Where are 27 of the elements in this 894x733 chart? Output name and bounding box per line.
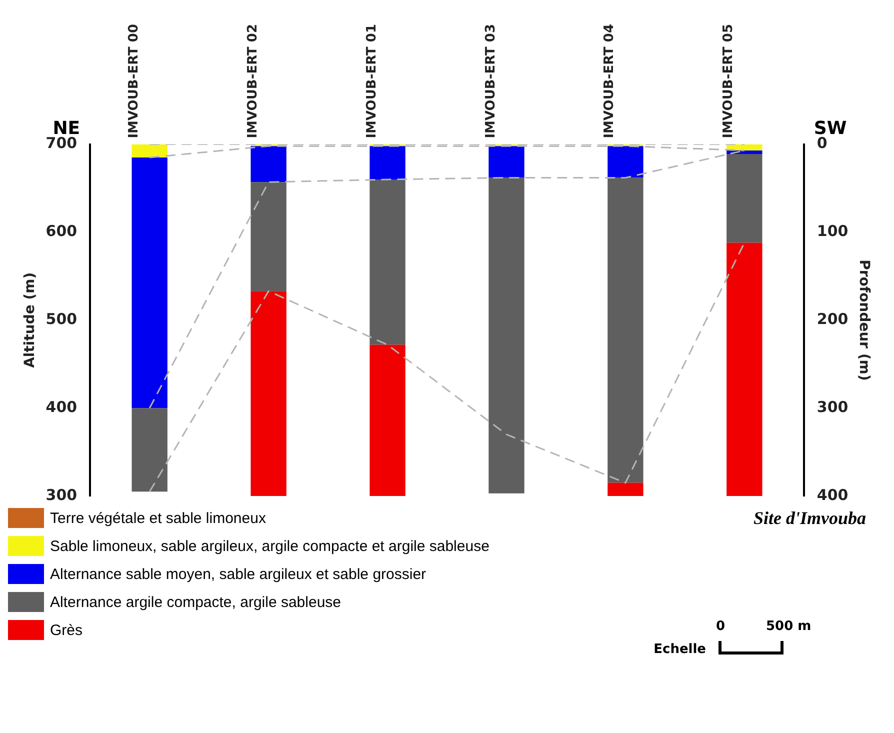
legend-label: Terre végétale et sable limoneux	[50, 510, 266, 526]
legend-label: Sable limoneux, sable argileux, argile compacte et argile sableuse	[50, 538, 490, 554]
x-tick-label: IMVOUB-ERT 02	[245, 24, 260, 138]
text: 0	[716, 619, 726, 634]
y2-tick-label: 100	[816, 222, 848, 240]
y-axis-title: Altitude (m)	[22, 272, 38, 368]
text: Echelle	[654, 642, 706, 657]
legend-label: Alternance argile compacte, argile sableuse	[50, 594, 341, 610]
y-tick-label: 700	[46, 134, 78, 152]
x-tick-label: IMVOUB-ERT 04	[602, 24, 618, 138]
y2-tick-label: 400	[816, 486, 848, 504]
legend-label: Alternance sable moyen, sable argileux et sable grossier	[50, 566, 426, 582]
x-tick-label: IMVOUB-ERT 03	[483, 24, 498, 138]
y2-tick-label: 200	[816, 310, 848, 328]
x-tick-label: IMVOUB-ERT 01	[364, 24, 380, 138]
y-tick-label: 400	[46, 398, 78, 416]
x-tick-label: IMVOUB-ERT 00	[126, 24, 142, 138]
y2-tick-label: 300	[816, 398, 848, 416]
y-tick-label: 600	[46, 222, 78, 240]
x-tick-label: IMVOUB-ERT 05	[721, 24, 736, 138]
y-tick-label: 300	[46, 486, 78, 504]
y-tick-label: 500	[46, 310, 78, 328]
legend-label: Grès	[50, 622, 83, 638]
text: 500 m	[766, 619, 812, 634]
y2-tick-label: 0	[816, 134, 828, 152]
text: Site d'Imvouba	[753, 508, 866, 529]
y2-axis-title: Profondeur (m)	[856, 260, 872, 381]
